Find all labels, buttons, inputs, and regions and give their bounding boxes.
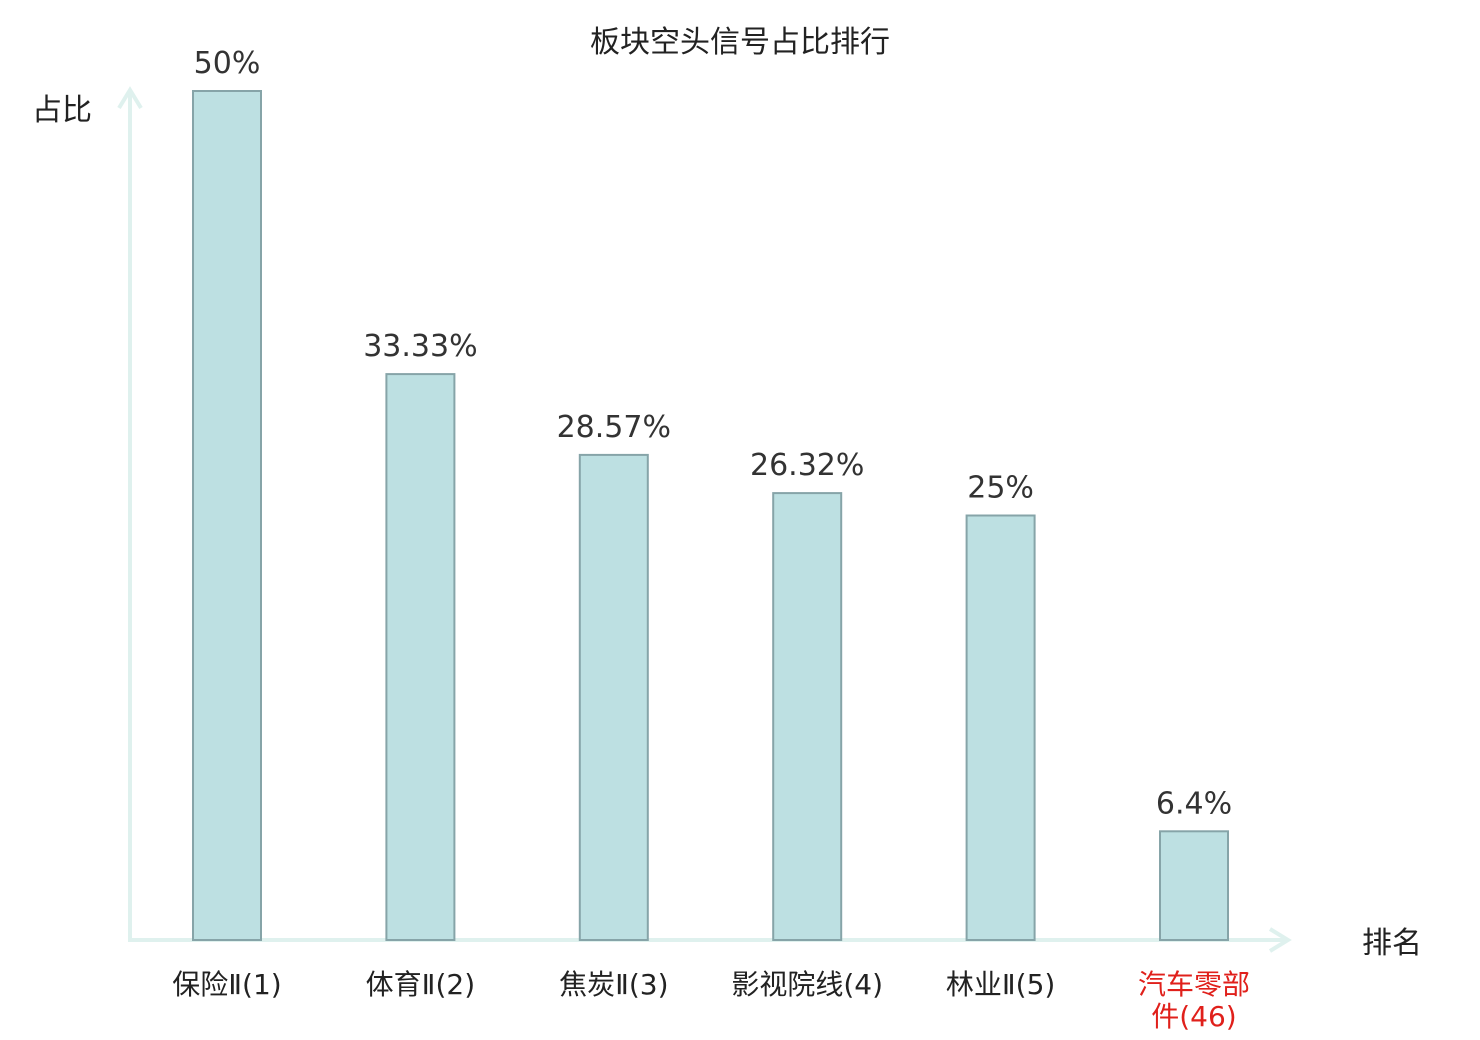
value-labels: 50% 33.33% 28.57% 26.32% 25% 6.4% (194, 46, 1232, 821)
bar (385, 373, 456, 942)
category-tick-label: 汽车零部 (1138, 968, 1250, 1001)
bar (1159, 830, 1229, 941)
x-axis-arrow (1268, 927, 1292, 953)
category-tick-label: 影视院线(4) (731, 968, 883, 1001)
bar (192, 90, 262, 941)
category-tick-label: 体育Ⅱ(2) (366, 968, 475, 1001)
category-tick-label: 保险Ⅱ(1) (172, 968, 281, 1001)
bar-value-label: 26.32% (750, 448, 864, 483)
bar-value-label: 25% (967, 471, 1034, 506)
category-tick-label: 件(46) (1151, 1000, 1236, 1033)
chart-title: 板块空头信号占比排行 (590, 25, 890, 60)
bar (772, 492, 843, 941)
bar-value-label: 33.33% (363, 329, 477, 364)
x-axis: 排名 (128, 926, 1422, 961)
y-axis-arrow (117, 86, 143, 110)
bars (192, 90, 1229, 942)
x-axis-label: 排名 (1362, 926, 1422, 961)
category-tick-label: 焦炭Ⅱ(3) (559, 968, 668, 1001)
bar-value-label: 50% (194, 46, 261, 81)
bar-value-label: 28.57% (557, 410, 671, 445)
bar (578, 453, 649, 941)
category-tick-label: 林业Ⅱ(5) (946, 968, 1055, 1001)
bar-value-label: 6.4% (1156, 786, 1232, 821)
y-axis: 占比 (32, 86, 143, 940)
y-axis-label: 占比 (32, 93, 92, 128)
bar (965, 514, 1036, 941)
